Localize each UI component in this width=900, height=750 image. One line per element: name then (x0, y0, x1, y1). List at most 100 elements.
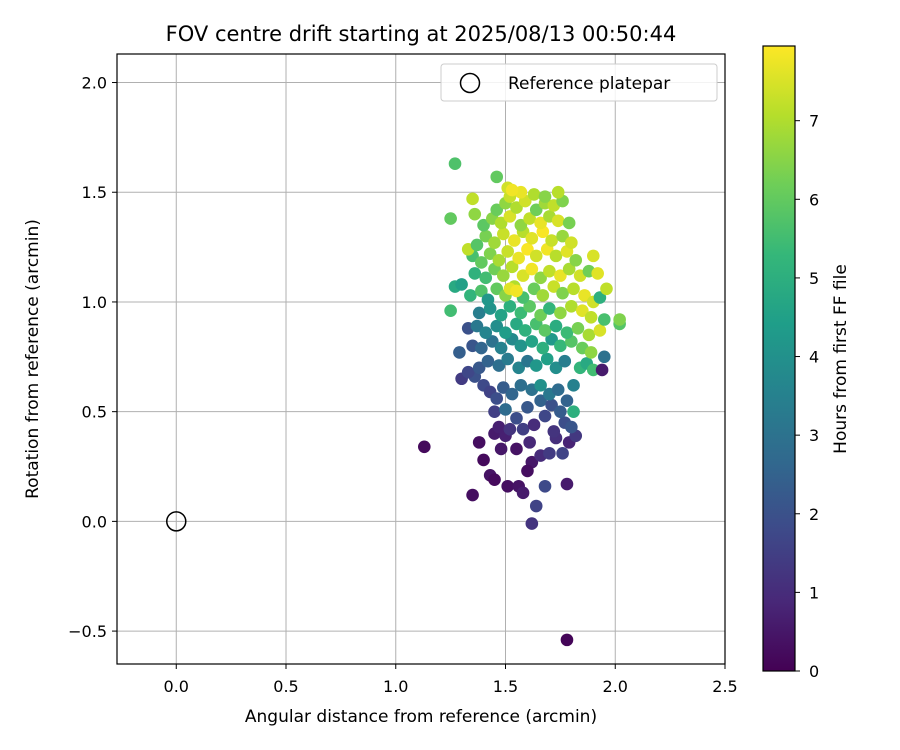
data-point (587, 363, 600, 377)
data-point (516, 422, 530, 436)
data-point (490, 319, 504, 333)
data-point (488, 236, 501, 250)
data-point (514, 339, 528, 353)
data-point (538, 479, 552, 493)
data-point (512, 251, 525, 265)
data-point (453, 346, 466, 359)
data-point (472, 436, 486, 449)
data-point (562, 216, 576, 230)
legend-box (440, 63, 718, 102)
data-point (516, 269, 530, 282)
colorbar-tick-label: 3 (809, 426, 819, 445)
data-point (554, 339, 567, 353)
data-point (534, 379, 547, 392)
data-point (464, 289, 477, 302)
data-point (470, 238, 484, 252)
colorbar-label: Hours from first FF file (831, 264, 851, 454)
x-tick-label: 1.5 (493, 677, 518, 696)
colorbar-tick-label: 0 (809, 662, 819, 681)
data-point (538, 409, 552, 423)
data-point (468, 207, 482, 221)
data-point (481, 293, 495, 307)
data-point (477, 218, 490, 232)
data-point (529, 203, 543, 217)
data-point (501, 352, 515, 366)
data-point (466, 192, 479, 206)
data-point (507, 234, 521, 247)
data-point (567, 379, 580, 392)
data-point (492, 253, 506, 267)
data-point (536, 289, 550, 302)
data-point (444, 304, 457, 318)
data-point (510, 411, 523, 425)
data-point (576, 304, 589, 318)
data-point (582, 328, 596, 342)
colorbar-tick-label: 7 (809, 112, 819, 131)
data-point (525, 517, 539, 530)
data-point (549, 319, 563, 333)
data-point (490, 203, 504, 217)
data-point (593, 291, 607, 304)
data-point (534, 308, 547, 322)
data-point (523, 300, 536, 313)
reference-platepar-marker (166, 511, 187, 532)
data-point (556, 229, 569, 243)
data-point (475, 284, 488, 298)
data-point (527, 418, 541, 432)
y-tick-label: −0.5 (68, 622, 107, 641)
data-point (584, 311, 598, 324)
data-point (597, 313, 611, 326)
data-point (551, 383, 565, 397)
data-point (505, 183, 519, 197)
data-point (503, 210, 517, 223)
data-point (472, 306, 486, 320)
data-point (521, 400, 534, 414)
data-point (497, 381, 510, 394)
data-point (525, 335, 539, 348)
data-point (538, 190, 552, 203)
data-point (490, 392, 504, 405)
data-point (466, 488, 479, 502)
data-point (444, 212, 457, 225)
data-point (595, 363, 609, 377)
data-point (497, 269, 510, 282)
data-point (569, 253, 583, 267)
data-point (472, 361, 486, 375)
x-tick-label: 2.0 (603, 677, 628, 696)
data-point (613, 313, 626, 326)
colorbar-ticks: 0 1 2 3 4 5 6 7 (795, 112, 819, 681)
colorbar-tick-label: 4 (809, 348, 819, 367)
data-point (494, 308, 508, 322)
data-point (514, 306, 528, 320)
y-tick-label: 0.5 (82, 403, 107, 422)
data-point (565, 420, 578, 434)
data-point (545, 398, 558, 412)
data-point (554, 405, 567, 418)
grid (117, 54, 726, 664)
data-point (514, 218, 528, 232)
data-point (510, 201, 523, 214)
data-point (538, 324, 552, 337)
data-point (593, 324, 607, 337)
data-point (584, 346, 598, 359)
data-point (567, 282, 580, 296)
data-point (492, 359, 506, 372)
data-point (565, 236, 578, 250)
data-point (556, 286, 569, 300)
data-point (551, 185, 565, 199)
data-point (516, 486, 530, 500)
data-point (514, 379, 528, 392)
chart-title: FOV centre drift starting at 2025/08/13 … (166, 22, 677, 46)
data-point (536, 341, 550, 355)
data-point (494, 442, 508, 456)
data-point (510, 442, 523, 456)
data-point (565, 300, 578, 313)
data-point (545, 332, 558, 346)
x-tick-label: 2.5 (712, 677, 737, 696)
data-point (490, 170, 504, 184)
data-point (512, 361, 525, 375)
data-point (529, 359, 543, 372)
data-point (571, 321, 585, 335)
data-point (501, 245, 515, 258)
